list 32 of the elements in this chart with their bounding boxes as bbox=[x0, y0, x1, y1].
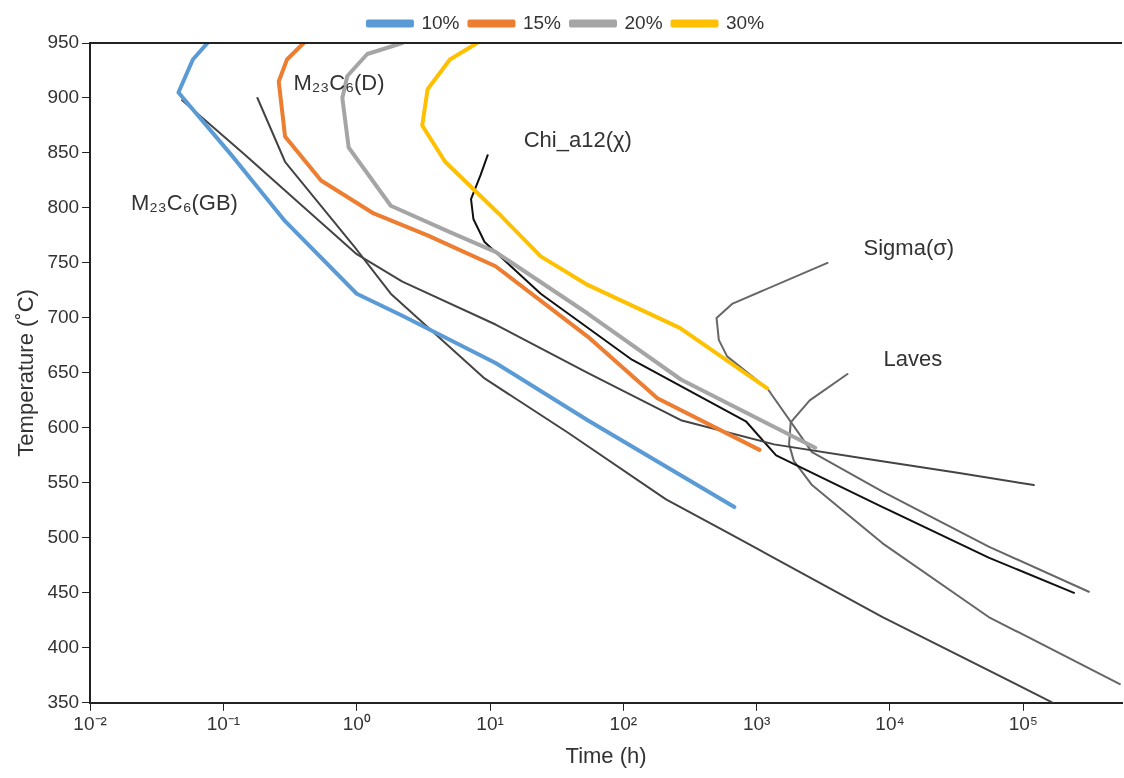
x-tick-label: 10⁴ bbox=[875, 713, 905, 735]
x-tick-label: 10⁰ bbox=[342, 713, 371, 735]
y-tick-label: 950 bbox=[47, 31, 80, 53]
y-tick-label: 550 bbox=[47, 471, 80, 493]
y-tick-label: 650 bbox=[47, 361, 80, 383]
y-tick-label: 800 bbox=[47, 196, 80, 218]
x-tick-label: 10⁻¹ bbox=[206, 713, 241, 735]
annotation: Chi_a12(χ) bbox=[523, 127, 632, 153]
annotation: Laves bbox=[883, 346, 943, 372]
annotation: Sigma(σ) bbox=[863, 235, 955, 260]
annotation: M₂₃C₆(GB) bbox=[130, 190, 238, 216]
y-tick-label: 350 bbox=[47, 691, 80, 713]
x-tick-label: 10³ bbox=[742, 713, 771, 735]
y-tick-label: 400 bbox=[47, 636, 80, 658]
x-tick-label: 10² bbox=[609, 713, 638, 735]
x-tick-label: 10⁻² bbox=[73, 713, 107, 735]
legend-label: 15% bbox=[522, 11, 562, 33]
legend-label: 30% bbox=[726, 11, 765, 33]
y-tick-label: 600 bbox=[47, 416, 80, 438]
y-tick-label: 500 bbox=[47, 526, 80, 548]
y-tick-label: 850 bbox=[47, 141, 80, 163]
y-tick-label: 750 bbox=[47, 251, 80, 273]
y-tick-label: 900 bbox=[47, 86, 80, 108]
y-tick-label: 450 bbox=[47, 581, 80, 603]
y-tick-label: 700 bbox=[47, 306, 80, 328]
x-axis-title: Time (h) bbox=[565, 742, 647, 768]
legend-label: 10% bbox=[421, 11, 460, 33]
annotation: M₂₃C₆(D) bbox=[293, 70, 385, 96]
legend-label: 20% bbox=[624, 11, 663, 33]
x-tick-label: 10¹ bbox=[476, 713, 504, 735]
x-tick-label: 10⁵ bbox=[1008, 713, 1038, 735]
y-axis-title: Temperature (˚C) bbox=[13, 289, 39, 457]
